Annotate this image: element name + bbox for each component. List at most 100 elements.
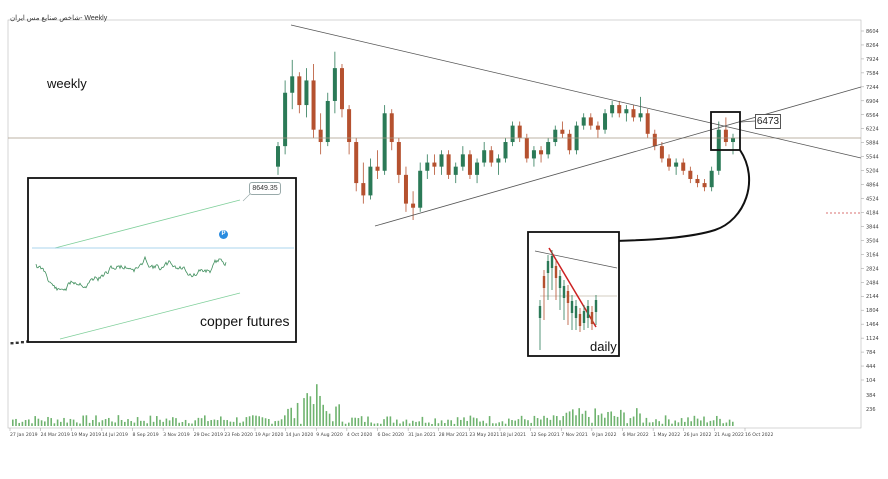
- volume-bar: [696, 418, 699, 426]
- volume-bar: [488, 416, 491, 426]
- volume-bar: [159, 419, 161, 426]
- volume-bar: [572, 409, 574, 426]
- volume-bar: [53, 423, 56, 426]
- y-tick-label: 5544: [866, 155, 879, 161]
- volume-bar: [508, 418, 510, 426]
- volume-bar: [210, 420, 212, 426]
- candle-body: [283, 92, 288, 147]
- candle-body: [681, 162, 686, 171]
- volume-bar: [28, 419, 30, 426]
- volume-bar: [709, 420, 712, 426]
- volume-bar: [130, 421, 132, 426]
- weekly-label: weekly: [47, 76, 87, 91]
- volume-bar: [236, 417, 238, 426]
- y-tick-label: 4864: [866, 183, 879, 189]
- volume-bar: [376, 423, 379, 426]
- volume-bar: [351, 417, 353, 426]
- volume-bar: [40, 420, 43, 426]
- volume-bar: [671, 423, 673, 426]
- volume-bar: [450, 420, 452, 426]
- volume-bar: [626, 423, 628, 426]
- volume-bar: [44, 421, 46, 426]
- y-tick-label: 2824: [866, 266, 879, 272]
- volume-bar: [578, 408, 580, 426]
- volume-bar: [293, 418, 296, 426]
- candle-body: [731, 137, 735, 143]
- volume-bar: [220, 416, 222, 426]
- volume-bar: [408, 423, 411, 426]
- volume-bar: [114, 422, 116, 426]
- volume-bar: [607, 411, 609, 426]
- early-price-point: [15, 341, 19, 345]
- volume-bar: [652, 422, 654, 426]
- candle-body: [510, 125, 515, 143]
- volume-bar: [248, 416, 251, 426]
- candle-body: [631, 109, 636, 118]
- x-tick-label: 28 Mar 2021: [439, 432, 468, 438]
- volume-bar: [354, 417, 356, 426]
- x-tick-label: 7 Nov 2021: [561, 432, 588, 438]
- candle-body: [560, 129, 565, 134]
- volume-bar: [604, 417, 606, 426]
- volume-bar: [104, 419, 107, 426]
- volume-bar: [79, 423, 81, 426]
- x-tick-label: 23 Feb 2020: [224, 432, 253, 438]
- candle-body: [652, 133, 657, 147]
- volume-bar: [133, 422, 136, 426]
- volume-bar: [12, 419, 14, 426]
- volume-bar: [296, 402, 299, 426]
- candle-body: [276, 146, 280, 167]
- volume-bar: [511, 420, 513, 426]
- volume-bar: [613, 415, 616, 426]
- candle-body: [489, 150, 494, 163]
- volume-bar: [492, 423, 494, 426]
- volume-bar: [386, 416, 388, 426]
- candle-body: [723, 129, 728, 143]
- volume-bar: [434, 418, 436, 426]
- volume-bar: [674, 420, 676, 426]
- volume-bar: [415, 421, 417, 426]
- volume-bar: [466, 420, 468, 426]
- volume-bar: [50, 418, 52, 426]
- candle-body: [475, 162, 480, 175]
- volume-bar: [543, 415, 545, 426]
- candle-body: [453, 166, 458, 175]
- candle-body: [567, 133, 572, 151]
- x-tick-label: 12 Sep 2021: [531, 432, 560, 438]
- volume-bar: [581, 413, 584, 426]
- chart-title: شاخص صنایع مس ایران- Weekly: [10, 15, 108, 22]
- volume-bar: [194, 420, 196, 426]
- volume-bar: [271, 423, 273, 426]
- candle-body: [674, 162, 679, 167]
- volume-bar: [546, 417, 548, 426]
- volume-bar: [703, 416, 705, 426]
- daily-candle-body: [590, 312, 594, 324]
- volume-bar: [76, 422, 78, 426]
- candle-body: [624, 109, 629, 114]
- volume-bar: [178, 422, 180, 426]
- x-tick-label: 18 Jul 2021: [500, 432, 526, 438]
- volume-bar: [636, 408, 638, 426]
- y-tick-label: 3844: [866, 224, 879, 230]
- volume-bar: [136, 417, 139, 426]
- daily-candle-body: [538, 306, 542, 318]
- candle-body: [645, 113, 650, 134]
- volume-bar: [460, 419, 462, 426]
- volume-bar: [226, 420, 228, 426]
- arrow-to-daily-inset: [614, 149, 750, 242]
- x-axis: 27 Jan 2019 24 Mar 2019 19 May 2019 14 Jul …: [9, 428, 773, 438]
- volume-bar: [556, 416, 558, 426]
- volume-bar: [383, 419, 385, 426]
- candle-body: [581, 117, 586, 126]
- volume-bar: [530, 422, 532, 426]
- volume-bar: [482, 420, 484, 426]
- y-tick-label: 1464: [866, 322, 879, 328]
- volume-bar: [498, 422, 500, 426]
- x-tick-label: 8 Sep 2019: [133, 432, 159, 438]
- volume-bar: [325, 411, 328, 426]
- x-tick-label: 6 Mar 2022: [623, 432, 649, 438]
- volume-bar: [200, 418, 203, 426]
- daily-candle-body: [594, 300, 598, 312]
- callout-leader: [740, 120, 756, 123]
